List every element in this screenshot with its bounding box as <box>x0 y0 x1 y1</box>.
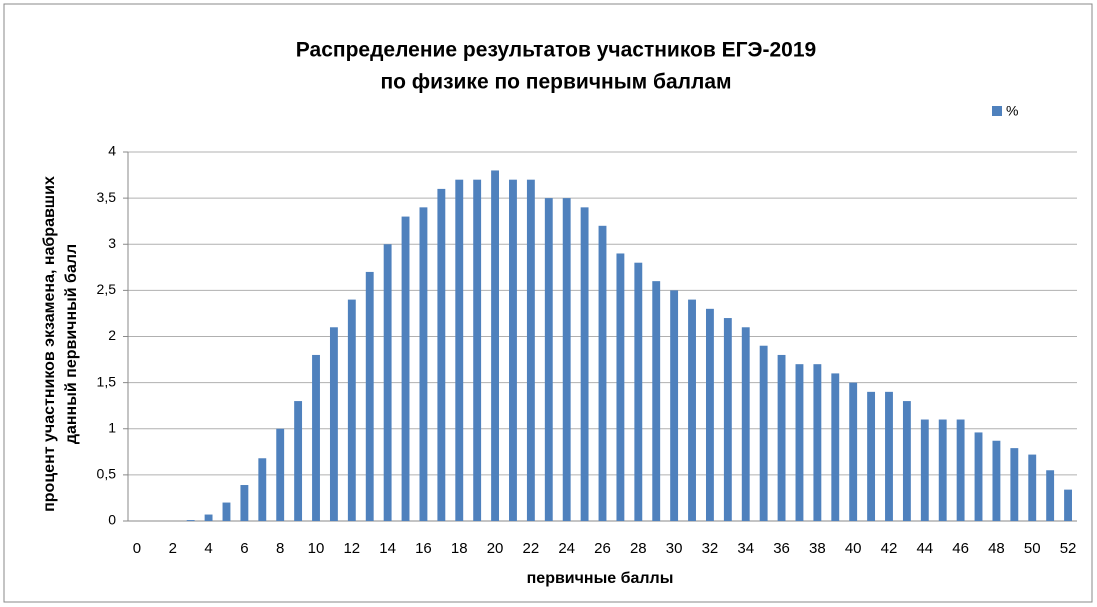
bar <box>902 401 911 521</box>
y-tick-label: 1 <box>108 419 116 435</box>
bar <box>455 179 464 522</box>
x-tick-label: 32 <box>702 540 719 557</box>
bar <box>312 354 320 521</box>
bar <box>580 207 589 521</box>
bar <box>365 271 374 521</box>
y-tick-label: 4 <box>108 143 116 159</box>
bar <box>723 318 732 521</box>
y-axis-title: данный первичный балл <box>63 244 80 444</box>
bar <box>974 432 983 521</box>
bar <box>276 428 285 521</box>
bar <box>741 327 750 521</box>
bar <box>509 179 517 522</box>
bar <box>616 253 625 521</box>
bar <box>795 364 804 521</box>
bar <box>419 207 428 521</box>
bar <box>526 179 535 522</box>
bar <box>329 327 338 521</box>
bar <box>1028 454 1037 521</box>
bar <box>240 485 249 521</box>
x-tick-label: 8 <box>276 540 284 557</box>
bar <box>652 281 661 521</box>
x-tick-label: 14 <box>379 540 396 557</box>
y-axis-title: процент участников экзамена, набравших <box>41 176 58 512</box>
bar <box>705 308 714 521</box>
y-tick-label: 2,5 <box>97 281 117 297</box>
x-tick-label: 46 <box>952 540 969 557</box>
x-tick-label: 30 <box>666 540 683 557</box>
y-tick-label: 2 <box>108 327 116 343</box>
x-tick-label: 24 <box>558 540 575 557</box>
x-tick-label: 16 <box>415 540 432 557</box>
bar <box>831 373 840 521</box>
x-tick-label: 28 <box>630 540 647 557</box>
x-tick-label: 20 <box>487 540 504 557</box>
x-tick-label: 48 <box>988 540 1005 557</box>
bar <box>347 299 356 521</box>
legend-label: % <box>1006 103 1018 119</box>
x-tick-label: 38 <box>809 540 826 557</box>
bar <box>544 198 553 521</box>
bar <box>383 244 392 521</box>
bar <box>867 391 876 521</box>
x-tick-label: 4 <box>204 540 212 557</box>
bar <box>688 299 696 521</box>
bar <box>258 458 267 521</box>
x-tick-label: 18 <box>451 540 468 557</box>
y-tick-label: 0,5 <box>97 466 117 482</box>
bar <box>598 225 607 522</box>
bar <box>1046 470 1055 521</box>
x-tick-label: 34 <box>737 540 754 557</box>
bar <box>294 401 303 521</box>
bar <box>759 345 768 521</box>
bar <box>222 502 231 521</box>
bar <box>491 170 500 521</box>
x-tick-label: 40 <box>845 540 862 557</box>
x-tick-label: 36 <box>773 540 790 557</box>
bar <box>992 440 1001 521</box>
x-tick-label: 50 <box>1024 540 1041 557</box>
bar <box>849 382 858 521</box>
x-tick-label: 0 <box>133 540 141 557</box>
bar <box>562 198 571 521</box>
bar <box>670 290 679 521</box>
x-tick-label: 22 <box>523 540 540 557</box>
bar <box>1010 448 1019 521</box>
chart-title: по физике по первичным баллам <box>380 71 731 94</box>
bar <box>777 354 786 521</box>
x-tick-label: 2 <box>169 540 177 557</box>
legend-swatch <box>992 106 1002 116</box>
bar <box>938 419 947 521</box>
x-tick-label: 10 <box>308 540 325 557</box>
bar <box>813 364 822 521</box>
x-tick-label: 52 <box>1060 540 1077 557</box>
bar <box>473 179 482 522</box>
x-tick-label: 26 <box>594 540 611 557</box>
y-tick-label: 3 <box>108 235 116 251</box>
bar <box>885 391 893 521</box>
y-tick-label: 0 <box>108 512 116 528</box>
bar <box>1064 489 1072 521</box>
x-tick-label: 6 <box>240 540 248 557</box>
x-tick-label: 12 <box>343 540 360 557</box>
bar <box>920 419 929 521</box>
chart-title: Распределение результатов участников ЕГЭ… <box>296 39 816 62</box>
bar <box>401 216 410 521</box>
x-tick-label: 42 <box>881 540 898 557</box>
y-tick-label: 3,5 <box>97 189 117 205</box>
bar <box>204 514 213 521</box>
bar <box>186 520 195 521</box>
bar <box>437 188 446 521</box>
bar <box>634 262 643 521</box>
x-axis-title: первичные баллы <box>527 570 674 587</box>
x-tick-label: 44 <box>916 540 933 557</box>
y-tick-label: 1,5 <box>97 373 117 389</box>
bar <box>956 419 965 521</box>
